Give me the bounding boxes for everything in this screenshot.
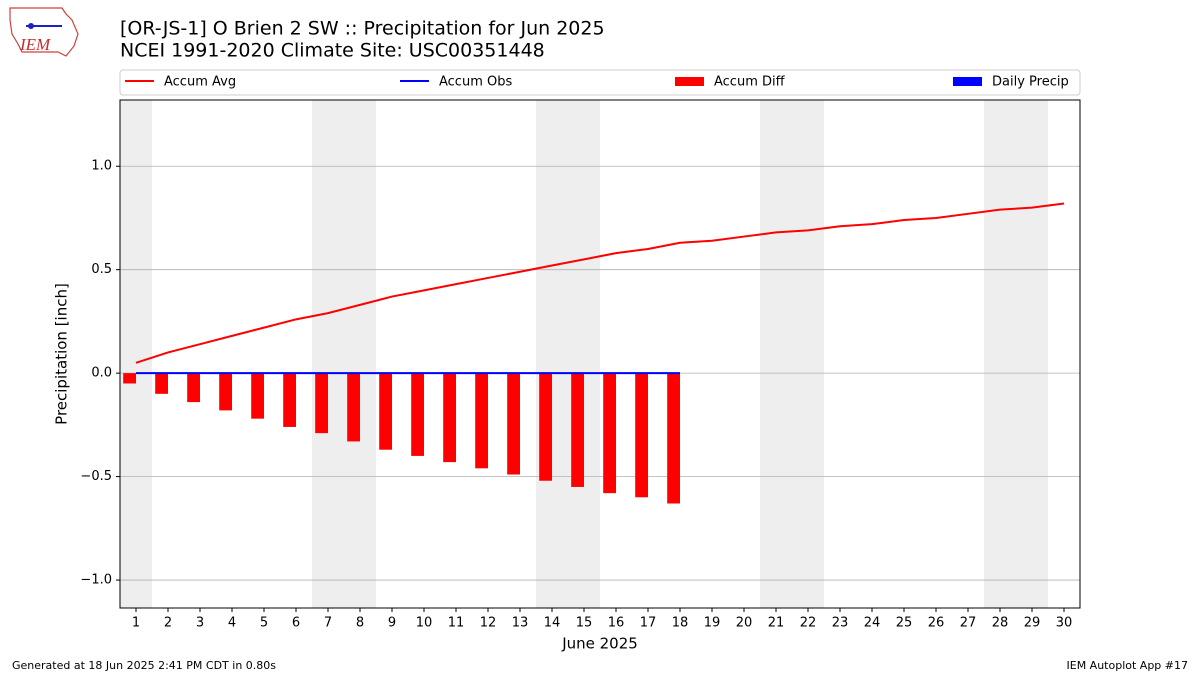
x-tick-label: 3 [196,616,204,631]
x-tick-label: 19 [704,616,721,631]
weekend-shade [1016,100,1048,608]
weekend-shade [312,100,344,608]
weekend-shade [536,100,568,608]
x-tick-label: 2 [164,616,172,631]
bar [603,373,616,494]
bar [123,373,136,384]
bar [507,373,520,475]
bar [411,373,424,456]
weekend-shade [984,100,1016,608]
x-tick-label: 8 [356,616,364,631]
y-axis-label: Precipitation [inch] [53,283,71,425]
x-tick-label: 14 [544,616,561,631]
x-tick-label: 21 [768,616,785,631]
weekend-shade [760,100,792,608]
bar [475,373,488,469]
y-tick-label: 0.0 [91,366,112,381]
x-tick-label: 29 [1024,616,1041,631]
bar [283,373,296,427]
x-tick-label: 20 [736,616,753,631]
legend-label: Accum Obs [439,75,512,90]
x-tick-label: 15 [576,616,593,631]
weekend-shade [568,100,600,608]
x-tick-label: 24 [864,616,881,631]
logo-dot [28,23,34,29]
x-tick-label: 28 [992,616,1009,631]
bar [315,373,328,434]
plot-frame [119,99,1081,609]
bar [379,373,392,450]
bar [155,373,168,394]
legend: Accum Avg Accum Obs Accum Diff Daily Precip [119,69,1081,96]
bar [219,373,232,411]
bar [539,373,552,481]
bar [571,373,584,487]
legend-label: Daily Precip [992,75,1069,90]
bar [187,373,200,403]
x-tick-label: 7 [324,616,332,631]
x-tick-label: 11 [448,616,465,631]
y-tick-label: 1.0 [91,159,112,174]
x-tick-label: 12 [480,616,497,631]
weekend-shade [120,100,152,608]
x-tick-label: 23 [832,616,849,631]
x-tick-label: 18 [672,616,689,631]
logo: IEM [9,7,79,57]
x-tick-label: 10 [416,616,433,631]
bar [635,373,648,498]
logo-text: IEM [19,35,51,54]
y-tick-label: −1.0 [80,573,112,588]
x-tick-label: 16 [608,616,625,631]
x-tick-label: 30 [1056,616,1073,631]
legend-label: Accum Diff [714,75,786,90]
legend-swatch [953,77,982,86]
x-tick-label: 26 [928,616,945,631]
x-tick-label: 9 [388,616,396,631]
x-tick-label: 22 [800,616,817,631]
bar [667,373,680,504]
legend-box [119,69,1081,96]
footer-right: IEM Autoplot App #17 [1067,659,1189,672]
x-tick-label: 4 [228,616,236,631]
x-tick-label: 13 [512,616,529,631]
bar [443,373,456,463]
x-tick-label: 25 [896,616,913,631]
chart-title: [OR-JS-1] O Brien 2 SW :: Precipitation … [120,18,605,40]
x-tick-label: 1 [132,616,140,631]
y-tick-label: −0.5 [80,469,112,484]
legend-swatch [675,77,704,86]
x-axis-label: June 2025 [561,635,638,653]
x-tick-label: 27 [960,616,977,631]
chart-subtitle: NCEI 1991-2020 Climate Site: USC00351448 [120,40,545,62]
footer-left: Generated at 18 Jun 2025 2:41 PM CDT in … [12,659,276,672]
weekend-shade [344,100,376,608]
logo-outline [9,7,79,57]
x-tick-label: 6 [292,616,300,631]
x-tick-label: 17 [640,616,657,631]
bar [347,373,360,442]
x-tick-label: 5 [260,616,268,631]
line [135,202,1065,364]
bar [251,373,264,419]
y-tick-label: 0.5 [91,262,112,277]
weekend-shade [792,100,824,608]
legend-label: Accum Avg [164,75,236,90]
